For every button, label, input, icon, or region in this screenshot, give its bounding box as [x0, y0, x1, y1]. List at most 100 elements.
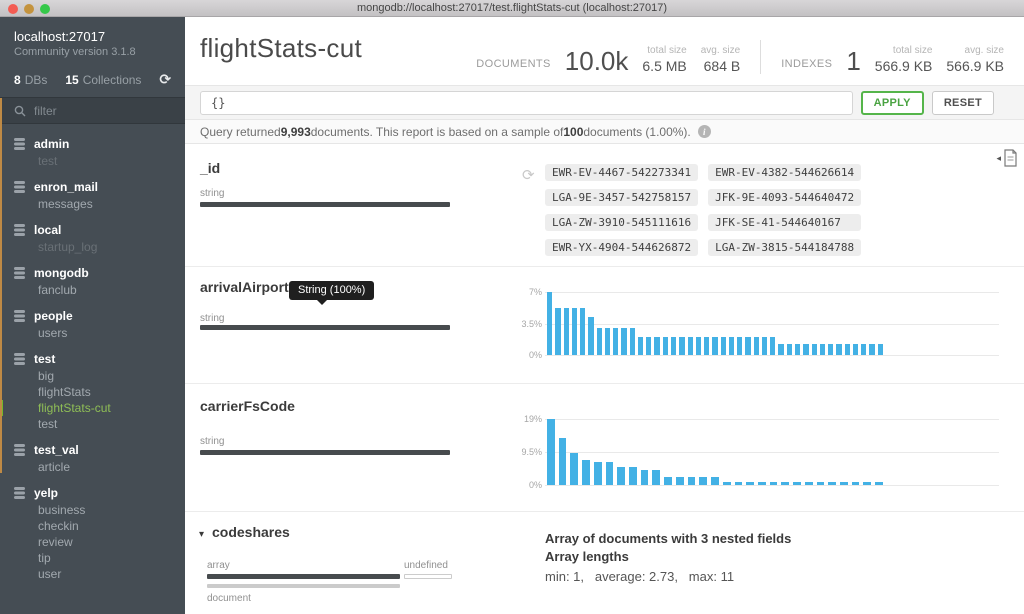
histogram-bar[interactable]: [793, 482, 801, 485]
histogram-bar[interactable]: [679, 337, 685, 355]
histogram-bar[interactable]: [637, 337, 644, 355]
histogram-bar[interactable]: [596, 328, 602, 355]
histogram-bar[interactable]: [580, 308, 586, 355]
histogram-bar[interactable]: [722, 482, 731, 485]
histogram-bar[interactable]: [555, 308, 561, 355]
histogram-bar[interactable]: [819, 344, 826, 355]
type-distribution-bar[interactable]: [200, 450, 450, 455]
sidebar-db-people[interactable]: people: [0, 306, 185, 325]
histogram-bar[interactable]: [746, 482, 754, 485]
sidebar-collection-review[interactable]: review: [38, 535, 73, 549]
histogram-bar[interactable]: [563, 308, 569, 355]
documents-panel-toggle[interactable]: ◂: [996, 149, 1018, 167]
sidebar-db-mongodb[interactable]: mongodb: [0, 263, 185, 282]
histogram-bar[interactable]: [558, 438, 567, 485]
query-input[interactable]: [200, 90, 853, 115]
expand-field-toggle[interactable]: ▾: [199, 529, 205, 540]
histogram-bar[interactable]: [737, 337, 743, 355]
sidebar-db-test_val[interactable]: test_val: [0, 440, 185, 459]
histogram-bar[interactable]: [877, 344, 883, 355]
field-value-chip[interactable]: LGA-ZW-3910-545111616: [545, 214, 699, 231]
histogram-bar[interactable]: [811, 344, 817, 355]
histogram-bar[interactable]: [662, 337, 668, 355]
histogram-bar[interactable]: [670, 337, 677, 355]
histogram-bar[interactable]: [720, 337, 726, 355]
histogram-bar[interactable]: [828, 344, 834, 355]
histogram-bar[interactable]: [778, 344, 784, 355]
info-icon[interactable]: i: [697, 125, 711, 138]
histogram-bar[interactable]: [861, 344, 867, 355]
histogram-bar[interactable]: [786, 344, 792, 355]
histogram-bar[interactable]: [547, 419, 555, 485]
sidebar-collection-checkin[interactable]: checkin: [38, 519, 79, 533]
histogram-bar[interactable]: [629, 328, 635, 355]
sidebar-db-admin[interactable]: admin: [0, 134, 185, 153]
histogram-bar[interactable]: [711, 477, 719, 485]
reset-button[interactable]: RESET: [931, 90, 994, 115]
histogram-bar[interactable]: [769, 482, 778, 485]
histogram-bar[interactable]: [770, 337, 776, 355]
histogram-bar[interactable]: [687, 477, 696, 485]
refresh-databases-icon[interactable]: ⟳: [159, 71, 172, 87]
histogram-bar[interactable]: [804, 482, 813, 485]
histogram-bar[interactable]: [654, 337, 660, 355]
histogram-bar[interactable]: [646, 337, 652, 355]
field-value-chip[interactable]: JFK-SE-41-544640167: [708, 214, 862, 231]
histogram-bar[interactable]: [757, 482, 766, 485]
filter-input[interactable]: [34, 103, 164, 118]
histogram-bar[interactable]: [712, 337, 718, 355]
minimize-window-button[interactable]: [24, 4, 34, 14]
sidebar-db-local[interactable]: local: [0, 220, 185, 239]
subtype-distribution-bar-document[interactable]: [207, 584, 400, 588]
sidebar-collection-business[interactable]: business: [38, 503, 86, 517]
sidebar-db-yelp[interactable]: yelp: [0, 483, 185, 502]
histogram-bar[interactable]: [851, 482, 860, 485]
histogram-bar[interactable]: [753, 337, 759, 355]
histogram-bar[interactable]: [640, 470, 649, 485]
field-value-chip[interactable]: EWR-EV-4467-542273341: [545, 164, 699, 181]
field-value-chip[interactable]: EWR-YX-4904-544626872: [545, 239, 699, 256]
field-value-chip[interactable]: EWR-EV-4382-544626614: [708, 164, 862, 181]
histogram-bar[interactable]: [613, 328, 619, 355]
field-value-chip[interactable]: LGA-ZW-3815-544184788: [708, 239, 862, 256]
histogram-bar[interactable]: [621, 328, 627, 355]
histogram-bar[interactable]: [593, 462, 602, 485]
histogram-bar[interactable]: [816, 482, 825, 485]
close-window-button[interactable]: [8, 4, 18, 14]
histogram-bar[interactable]: [699, 477, 708, 485]
sidebar-collection-article[interactable]: article: [38, 460, 71, 474]
histogram-bar[interactable]: [588, 317, 594, 355]
histogram-bar[interactable]: [547, 292, 553, 355]
histogram-bar[interactable]: [728, 337, 735, 355]
sidebar-collection-big[interactable]: big: [38, 369, 55, 383]
zoom-window-button[interactable]: [40, 4, 50, 14]
sidebar-collection-messages[interactable]: messages: [38, 197, 93, 211]
sidebar-collection-users[interactable]: users: [38, 326, 68, 340]
histogram-bar[interactable]: [839, 482, 848, 485]
sidebar-collection-user[interactable]: user: [38, 567, 62, 581]
type-distribution-bar-array[interactable]: [207, 574, 400, 579]
histogram-bar[interactable]: [652, 470, 661, 485]
histogram-bar[interactable]: [828, 482, 836, 485]
sidebar-collection-flightStats-cut[interactable]: flightStats-cut: [0, 400, 185, 416]
histogram-bar[interactable]: [695, 337, 702, 355]
histogram-bar[interactable]: [836, 344, 842, 355]
sidebar-db-enron_mail[interactable]: enron_mail: [0, 177, 185, 196]
histogram-bar[interactable]: [734, 482, 743, 485]
histogram-bar[interactable]: [852, 344, 859, 355]
refresh-values-icon[interactable]: ⟳: [522, 167, 535, 184]
histogram-bar[interactable]: [761, 337, 768, 355]
field-value-chip[interactable]: LGA-9E-3457-542758157: [545, 189, 699, 206]
histogram-bar[interactable]: [875, 482, 883, 485]
histogram-bar[interactable]: [605, 462, 614, 485]
histogram-bar[interactable]: [781, 482, 790, 485]
histogram-bar[interactable]: [869, 344, 875, 355]
sidebar-collection-tip[interactable]: tip: [38, 551, 51, 565]
type-distribution-bar[interactable]: [200, 202, 450, 207]
histogram-bar[interactable]: [687, 337, 693, 355]
sidebar-collection-flightStats[interactable]: flightStats: [38, 385, 91, 399]
sidebar-db-test[interactable]: test: [0, 349, 185, 368]
histogram-bar[interactable]: [794, 344, 801, 355]
histogram-bar[interactable]: [745, 337, 751, 355]
sidebar-collection-fanclub[interactable]: fanclub: [38, 283, 77, 297]
